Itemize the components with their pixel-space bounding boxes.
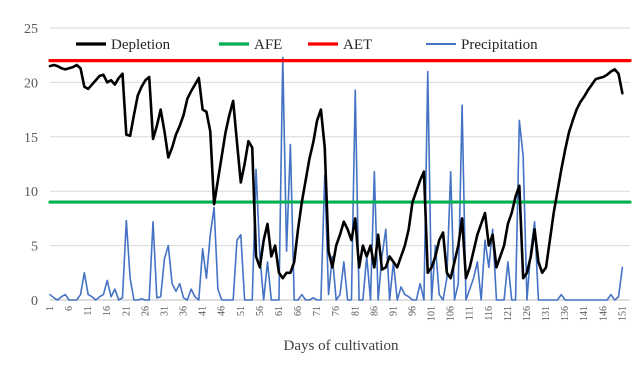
x-tick-label: 21 [121, 306, 132, 316]
x-tick-label: 51 [236, 306, 247, 316]
x-axis-title: Days of cultivation [284, 338, 399, 354]
y-tick-label: 25 [24, 22, 38, 37]
x-tick-label: 41 [198, 306, 209, 316]
y-tick-label: 0 [31, 294, 38, 309]
legend-label-afe: AFE [254, 37, 282, 53]
x-tick-label: 16 [102, 306, 113, 316]
x-tick-label: 96 [408, 306, 419, 316]
x-tick-label: 101 [427, 306, 438, 321]
x-tick-label: 111 [465, 306, 476, 320]
x-tick-label: 31 [159, 306, 170, 316]
x-tick-label: 11 [83, 306, 94, 316]
y-tick-label: 20 [24, 76, 38, 91]
legend-label-aet: AET [343, 37, 372, 53]
x-tick-label: 61 [274, 306, 285, 316]
x-tick-label: 126 [522, 306, 533, 321]
x-tick-label: 116 [484, 306, 495, 321]
x-tick-label: 6 [64, 306, 75, 311]
x-tick-label: 131 [541, 306, 552, 321]
x-tick-label: 76 [331, 306, 342, 316]
x-tick-label: 71 [312, 306, 323, 316]
x-tick-label: 91 [388, 306, 399, 316]
x-tick-label: 46 [217, 306, 228, 316]
x-tick-label: 106 [446, 306, 457, 321]
series-line-depletion [48, 63, 624, 280]
series-lines [48, 56, 632, 301]
x-tick-label: 66 [293, 306, 304, 316]
x-tick-label: 121 [503, 306, 514, 321]
x-tick-label: 36 [179, 306, 190, 316]
legend-label-depletion: Depletion [111, 37, 171, 53]
x-tick-label: 136 [560, 306, 571, 321]
x-tick-label: 26 [140, 306, 151, 316]
x-tick-label: 141 [579, 306, 590, 321]
legend: Depletion AFE AET Precipitation [76, 37, 538, 53]
x-tick-label: 81 [350, 306, 361, 316]
x-tick-label: 56 [255, 306, 266, 316]
series-line-precipitation [49, 56, 624, 301]
y-tick-label: 15 [24, 131, 38, 146]
y-tick-label: 10 [24, 185, 38, 200]
x-tick-label: 1 [45, 306, 56, 311]
x-tick-label: 151 [617, 306, 628, 321]
x-tick-label: 86 [369, 306, 380, 316]
y-tick-label: 5 [31, 240, 38, 255]
legend-label-precipitation: Precipitation [461, 37, 538, 53]
x-tick-label: 146 [598, 306, 609, 321]
